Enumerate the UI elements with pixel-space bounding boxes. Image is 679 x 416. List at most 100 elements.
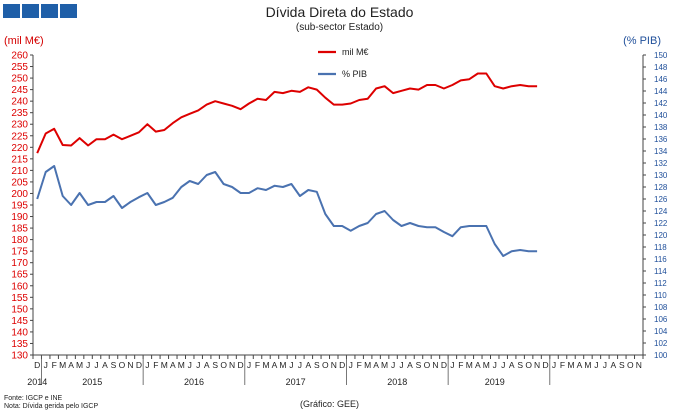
left-tick-label: 185 xyxy=(11,224,28,235)
left-tick-label: 165 xyxy=(11,270,28,281)
month-tick-label: A xyxy=(373,360,379,370)
month-tick-label: J xyxy=(44,360,48,370)
right-tick-label: 146 xyxy=(654,75,668,84)
month-tick-label: M xyxy=(76,360,83,370)
month-tick-label: N xyxy=(534,360,540,370)
left-axis-unit: (mil M€) xyxy=(4,35,44,47)
year-label: 2017 xyxy=(286,377,306,387)
left-tick-label: 240 xyxy=(11,97,28,108)
management-note: Nota: Dívida gerida pelo IGCP xyxy=(4,403,99,410)
left-tick-label: 195 xyxy=(11,201,28,212)
left-tick-label: 170 xyxy=(11,258,28,269)
left-tick-label: 175 xyxy=(11,247,28,258)
month-tick-label: J xyxy=(196,360,200,370)
year-label: 2016 xyxy=(184,377,204,387)
month-tick-label: J xyxy=(94,360,98,370)
left-tick-label: 220 xyxy=(11,143,28,154)
right-tick-label: 114 xyxy=(654,267,667,276)
month-tick-label: F xyxy=(52,360,57,370)
month-tick-label: A xyxy=(475,360,481,370)
right-tick-label: 136 xyxy=(654,135,668,144)
month-tick-label: O xyxy=(627,360,634,370)
month-tick-label: M xyxy=(381,360,388,370)
right-tick-label: 112 xyxy=(654,279,667,288)
month-tick-label: O xyxy=(220,360,227,370)
month-tick-label: J xyxy=(594,360,598,370)
month-tick-label: A xyxy=(170,360,176,370)
month-tick-label: O xyxy=(525,360,532,370)
month-tick-label: J xyxy=(145,360,149,370)
month-tick-label: J xyxy=(391,360,395,370)
right-tick-label: 130 xyxy=(654,171,668,180)
month-tick-label: F xyxy=(357,360,362,370)
right-tick-label: 104 xyxy=(654,327,668,336)
brand-box-1 xyxy=(3,4,20,18)
month-tick-label: F xyxy=(153,360,158,370)
right-tick-label: 108 xyxy=(654,303,668,312)
month-tick-label: F xyxy=(255,360,260,370)
month-tick-label: S xyxy=(517,360,523,370)
month-tick-label: N xyxy=(636,360,642,370)
month-tick-label: S xyxy=(416,360,422,370)
month-tick-label: M xyxy=(279,360,286,370)
month-tick-label: A xyxy=(306,360,312,370)
month-tick-label: J xyxy=(298,360,302,370)
month-tick-label: A xyxy=(407,360,413,370)
month-tick-label: S xyxy=(619,360,625,370)
chart-title: Dívida Direta do Estado xyxy=(265,4,414,20)
brand-box-4 xyxy=(60,4,77,18)
left-tick-label: 255 xyxy=(11,62,28,73)
month-tick-label: A xyxy=(611,360,617,370)
right-axis-unit: (% PIB) xyxy=(623,35,661,47)
chart-credit: (Gráfico: GEE) xyxy=(300,399,360,409)
right-tick-label: 126 xyxy=(654,195,668,204)
right-tick-label: 150 xyxy=(654,51,668,60)
month-tick-label: O xyxy=(119,360,126,370)
month-tick-label: D xyxy=(441,360,447,370)
month-tick-label: M xyxy=(364,360,371,370)
month-tick-label: D xyxy=(339,360,345,370)
year-label: 2018 xyxy=(387,377,407,387)
source-note: Fonte: IGCP e INE xyxy=(4,395,63,402)
left-tick-label: 215 xyxy=(11,154,28,165)
month-tick-label: D xyxy=(34,360,40,370)
month-tick-label: F xyxy=(560,360,565,370)
left-tick-label: 235 xyxy=(11,108,28,119)
year-label: 2014 xyxy=(27,377,47,387)
left-tick-label: 230 xyxy=(11,120,28,131)
left-tick-label: 150 xyxy=(11,304,28,315)
left-tick-label: 155 xyxy=(11,293,28,304)
month-tick-label: J xyxy=(552,360,556,370)
month-tick-label: A xyxy=(68,360,74,370)
left-tick-label: 180 xyxy=(11,235,28,246)
right-tick-label: 102 xyxy=(654,339,668,348)
left-tick-label: 250 xyxy=(11,74,28,85)
month-tick-label: J xyxy=(188,360,192,370)
month-tick-label: O xyxy=(424,360,431,370)
month-tick-label: M xyxy=(567,360,574,370)
right-tick-label: 142 xyxy=(654,99,668,108)
month-tick-label: J xyxy=(603,360,607,370)
brand-box-3 xyxy=(41,4,58,18)
right-tick-label: 124 xyxy=(654,207,668,216)
month-tick-label: M xyxy=(262,360,269,370)
year-label: 2019 xyxy=(485,377,505,387)
month-tick-label: J xyxy=(289,360,293,370)
right-tick-label: 134 xyxy=(654,147,668,156)
left-tick-label: 260 xyxy=(11,51,28,62)
month-tick-label: M xyxy=(178,360,185,370)
month-tick-label: J xyxy=(493,360,497,370)
month-tick-label: M xyxy=(59,360,66,370)
month-tick-label: S xyxy=(212,360,218,370)
right-tick-label: 110 xyxy=(654,291,667,300)
right-tick-label: 118 xyxy=(654,243,667,252)
month-tick-label: O xyxy=(322,360,329,370)
month-tick-label: M xyxy=(161,360,168,370)
month-tick-label: J xyxy=(450,360,454,370)
left-tick-label: 160 xyxy=(11,281,28,292)
month-tick-label: S xyxy=(111,360,117,370)
month-tick-label: N xyxy=(432,360,438,370)
right-tick-label: 100 xyxy=(654,351,668,360)
month-tick-label: J xyxy=(86,360,90,370)
